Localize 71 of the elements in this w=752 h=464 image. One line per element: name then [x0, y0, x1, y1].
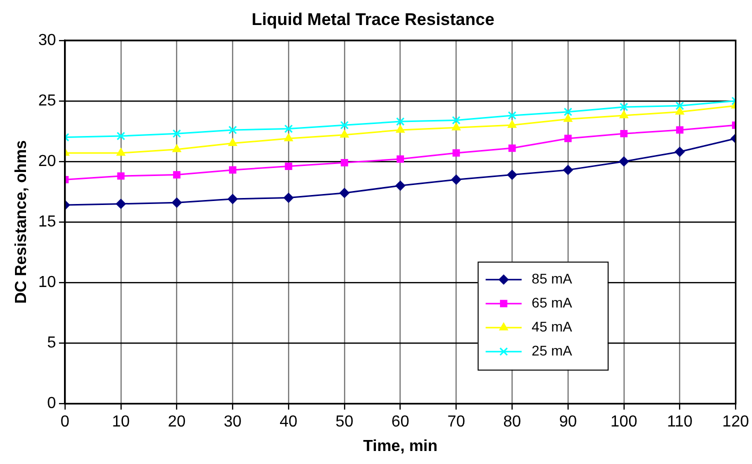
point: [507, 170, 518, 180]
point: [395, 180, 406, 191]
point: [117, 172, 125, 180]
point: [172, 144, 182, 152]
point: [675, 101, 684, 110]
point: [228, 126, 237, 134]
point: [396, 117, 405, 126]
legend-label: 25 mA: [532, 342, 573, 358]
point: [396, 155, 404, 163]
point: [508, 120, 516, 128]
point: [340, 130, 349, 138]
y-tick-label: 5: [47, 334, 56, 352]
x-tick-label: 30: [224, 414, 242, 431]
point: [284, 124, 293, 134]
x-tick-label: 40: [280, 414, 298, 431]
x-tick-label: 70: [447, 414, 466, 431]
point: [340, 158, 348, 166]
point: [172, 129, 182, 138]
point: [116, 148, 126, 156]
point: [396, 124, 405, 133]
point: [452, 116, 460, 125]
point: [564, 108, 572, 116]
point: [284, 133, 293, 142]
point: [619, 110, 628, 118]
y-axis-title: DC Resistance, ohms: [13, 140, 30, 304]
point: [340, 120, 349, 130]
point: [173, 171, 180, 178]
point: [339, 188, 350, 198]
point: [564, 134, 572, 142]
point: [451, 174, 462, 185]
x-tick-label: 90: [559, 414, 577, 431]
x-tick-label: 60: [391, 414, 410, 431]
legend-label: 45 mA: [532, 318, 573, 334]
point: [228, 166, 236, 174]
x-tick-label: 100: [610, 414, 638, 431]
x-tick-label: 10: [112, 414, 130, 431]
point: [452, 122, 461, 130]
legend-label: 65 mA: [532, 294, 573, 310]
point: [564, 114, 572, 122]
point: [674, 146, 685, 157]
point: [284, 192, 294, 203]
x-tick-label: 120: [722, 414, 750, 431]
y-tick-label: 10: [38, 274, 56, 291]
x-tick-label: 0: [60, 414, 70, 431]
point: [620, 130, 628, 138]
x-tick-label: 110: [667, 414, 693, 431]
point: [228, 138, 238, 146]
y-tick-label: 30: [38, 32, 56, 49]
y-tick-label: 15: [38, 213, 56, 230]
point: [508, 144, 516, 152]
point: [116, 198, 126, 209]
point: [172, 198, 182, 208]
x-tick-label: 20: [168, 414, 186, 431]
point: [618, 156, 629, 166]
x-tick-label: 80: [503, 414, 522, 431]
chart-title: Liquid Metal Trace Resistance: [252, 10, 494, 29]
legend-label: 85 mA: [532, 270, 573, 286]
point: [116, 132, 126, 140]
y-tick-label: 25: [38, 92, 56, 110]
point: [562, 164, 573, 175]
x-axis-title: Time, min: [363, 438, 438, 455]
point: [228, 194, 238, 204]
point: [452, 149, 460, 157]
point: [675, 106, 684, 115]
x-tick-label: 50: [336, 414, 354, 431]
y-tick-label: 0: [47, 395, 56, 412]
point: [620, 102, 628, 112]
point: [676, 126, 684, 134]
y-tick-label: 20: [38, 152, 56, 170]
point: [508, 111, 516, 120]
point: [284, 162, 292, 170]
